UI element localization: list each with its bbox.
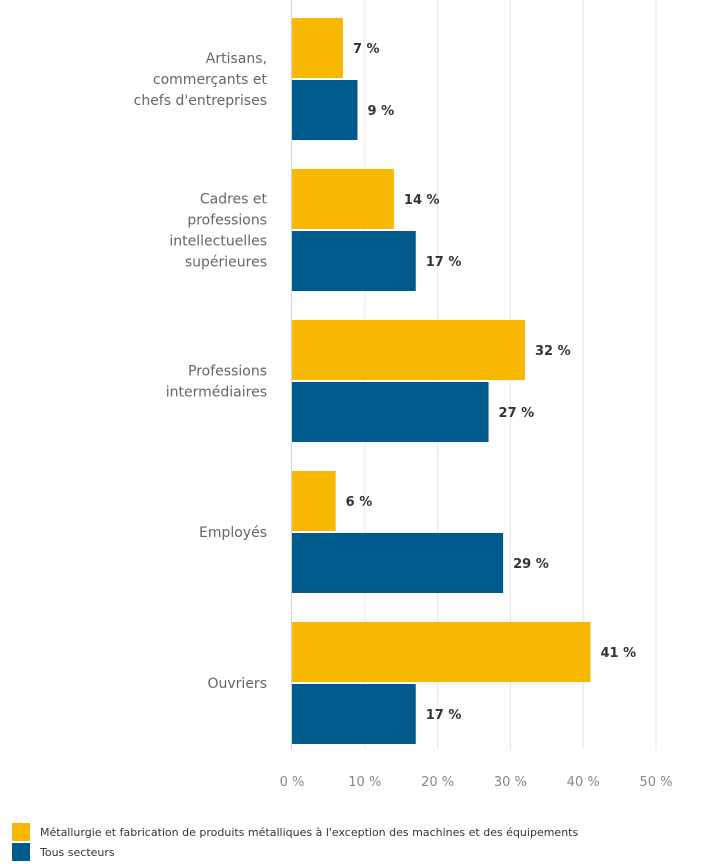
category-label-1-line-1: Artisans, (206, 51, 267, 67)
bar-series1-cat5 (292, 622, 591, 682)
data-label-series1-cat2: 14 % (404, 193, 440, 208)
bar-series2-cat2 (292, 231, 416, 291)
category-label-1-line-2: commerçants et (153, 72, 268, 88)
bar-series2-cat5 (292, 684, 416, 744)
data-label-series2-cat5: 17 % (426, 708, 462, 723)
legend-swatch-tous-secteurs (12, 843, 30, 861)
data-label-series2-cat3: 27 % (499, 406, 535, 421)
legend-item-metallurgie: Métallurgie et fabrication de produits m… (12, 822, 702, 842)
data-label-series2-cat1: 9 % (368, 104, 395, 119)
x-tick-label-10: 10 % (348, 775, 381, 790)
legend-label-metallurgie: Métallurgie et fabrication de produits m… (40, 825, 579, 839)
bar-series1-cat2 (292, 169, 394, 229)
legend: Métallurgie et fabrication de produits m… (12, 822, 702, 862)
x-tick-label-50: 50 % (639, 775, 672, 790)
data-label-series1-cat3: 32 % (535, 344, 571, 359)
x-tick-label-40: 40 % (567, 775, 600, 790)
x-tick-label-0: 0 % (280, 775, 305, 790)
data-label-series2-cat4: 29 % (513, 557, 549, 572)
bar-series2-cat3 (292, 382, 489, 442)
legend-label-tous-secteurs: Tous secteurs (40, 845, 115, 859)
bar-series1-cat1 (292, 18, 343, 78)
bar-series1-cat4 (292, 471, 336, 531)
category-label-2-line-4: supérieures (185, 255, 267, 271)
data-label-series2-cat2: 17 % (426, 255, 462, 270)
bar-series1-cat3 (292, 320, 525, 380)
data-label-series1-cat5: 41 % (600, 646, 636, 661)
legend-swatch-metallurgie (12, 823, 30, 841)
bar-chart: 7 % 14 % 32 % 6 % 41 % 9 % 17 % 27 % 29 % 17 % Art… (134, 0, 673, 790)
bar-series2-cat1 (292, 80, 358, 140)
category-label-1-line-3: chefs d'entreprises (134, 93, 267, 109)
category-label-5-line-1: Ouvriers (208, 676, 268, 692)
category-label-3-line-2: intermédiaires (166, 385, 267, 401)
category-label-2-line-1: Cadres et (200, 192, 268, 208)
data-label-series1-cat4: 6 % (346, 495, 373, 510)
category-label-3-line-1: Professions (188, 364, 267, 380)
category-label-2-line-3: intellectuelles (169, 234, 267, 250)
category-label-4-line-1: Employés (199, 525, 267, 541)
bar-series2-cat4 (292, 533, 504, 593)
x-tick-label-20: 20 % (421, 775, 454, 790)
x-tick-label-30: 30 % (494, 775, 527, 790)
data-label-series1-cat1: 7 % (353, 42, 380, 57)
category-label-2-line-2: professions (187, 213, 267, 229)
legend-item-tous-secteurs: Tous secteurs (12, 842, 702, 862)
